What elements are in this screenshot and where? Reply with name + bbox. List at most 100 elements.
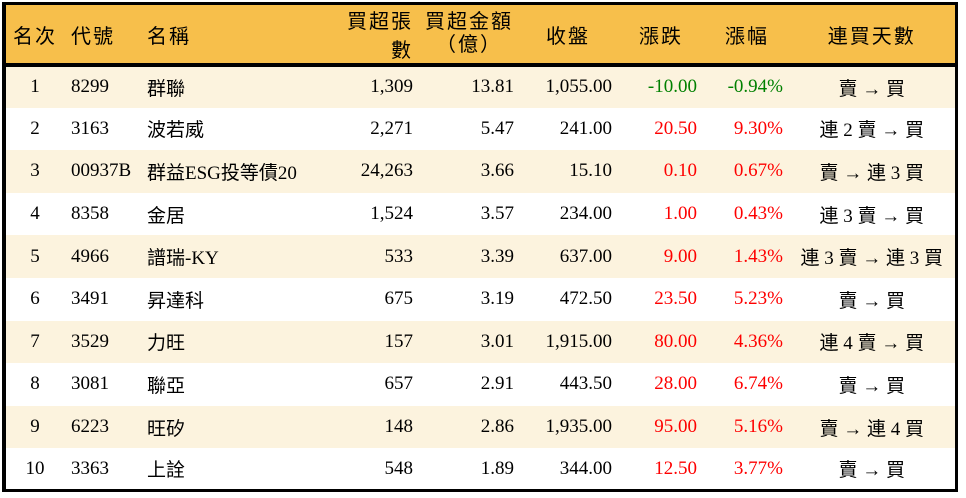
cell-price-change: 23.50 (654, 288, 697, 310)
table-row: 5 4966 譜瑞-KY 533 3.39 637.00 9.00 1.43% 連 3 賣 → … (4, 235, 956, 278)
cell-net-buy-amount: 3.19 (480, 288, 514, 310)
cell-close-price: 15.10 (569, 160, 612, 182)
cell-net-buy-volume: 24,263 (360, 160, 413, 182)
table-row: 8 3081 聯亞 657 2.91 443.50 28.00 6.74% 賣 → 買 (4, 363, 956, 406)
cell-stock-code: 4966 (71, 245, 109, 267)
cell-rank: 1 (30, 76, 40, 98)
cell-close-price: 443.50 (559, 373, 612, 395)
table-row: 7 3529 力旺 157 3.01 1,915.00 80.00 4.36% 連 4 賣 → … (4, 320, 956, 364)
cell-close-price: 1,935.00 (545, 416, 613, 438)
cell-stock-name: 群聯 (147, 78, 186, 100)
cell-change-percent: 5.16% (733, 416, 783, 438)
cell-consecutive-buy-days: 賣 → 連 4 買 (819, 418, 924, 440)
cell-stock-name: 旺矽 (147, 418, 186, 440)
cell-stock-code: 8299 (71, 76, 109, 98)
header-change-percent: 漲幅 (705, 3, 789, 65)
table-row: 10 3363 上詮 548 1.89 344.00 12.50 3.77% 賣 → 買 (4, 448, 956, 491)
cell-change-percent: 5.23% (733, 288, 783, 310)
cell-net-buy-volume: 675 (384, 288, 414, 310)
cell-stock-name: 力旺 (147, 333, 186, 355)
cell-consecutive-buy-days: 連 3 賣 → 買 (819, 205, 924, 227)
cell-net-buy-volume: 148 (384, 416, 414, 438)
cell-change-percent: -0.94% (727, 76, 783, 98)
cell-price-change: 80.00 (654, 330, 697, 352)
cell-rank: 7 (30, 330, 40, 352)
cell-rank: 5 (30, 245, 40, 267)
cell-net-buy-amount: 2.86 (480, 416, 514, 438)
header-close-price: 收盤 (519, 3, 617, 65)
cell-change-percent: 4.36% (733, 330, 783, 352)
cell-close-price: 234.00 (559, 203, 612, 225)
cell-change-percent: 0.43% (733, 203, 783, 225)
net-buy-ranking-table: 名次 代號 名稱 買超張數 買超金額 （億） 收盤 漲跌 漲幅 連買天數 1 82… (2, 2, 958, 493)
table-row: 2 3163 波若威 2,271 5.47 241.00 20.50 9.30% 連 2 賣 →… (4, 107, 956, 151)
cell-consecutive-buy-days: 連 3 賣 → 連 3 買 (800, 248, 943, 270)
cell-stock-name: 上詮 (147, 460, 186, 482)
table-row: 1 8299 群聯 1,309 13.81 1,055.00 -10.00 -0.94% 賣 →… (4, 65, 956, 108)
table-row: 3 00937B 群益ESG投等債20 24,263 3.66 15.10 0.10 0.67… (4, 150, 956, 193)
cell-rank: 3 (30, 160, 40, 182)
cell-stock-name: 金居 (147, 205, 186, 227)
cell-net-buy-amount: 3.39 (480, 245, 514, 267)
table-header: 名次 代號 名稱 買超張數 買超金額 （億） 收盤 漲跌 漲幅 連買天數 (4, 3, 956, 65)
cell-rank: 9 (30, 416, 40, 438)
table-body: 1 8299 群聯 1,309 13.81 1,055.00 -10.00 -0.94% 賣 →… (4, 65, 956, 491)
header-consecutive-buy-days: 連買天數 (789, 3, 956, 65)
header-name: 名稱 (144, 3, 329, 65)
cell-close-price: 1,055.00 (545, 76, 613, 98)
cell-close-price: 1,915.00 (545, 330, 613, 352)
cell-price-change: 95.00 (654, 416, 697, 438)
cell-rank: 4 (30, 203, 40, 225)
cell-stock-name: 譜瑞-KY (147, 248, 219, 270)
cell-stock-name: 波若威 (147, 120, 205, 142)
header-row: 名次 代號 名稱 買超張數 買超金額 （億） 收盤 漲跌 漲幅 連買天數 (4, 3, 956, 65)
cell-stock-code: 8358 (71, 203, 109, 225)
cell-change-percent: 6.74% (733, 373, 783, 395)
cell-stock-code: 6223 (71, 416, 109, 438)
table-row: 6 3491 昇達科 675 3.19 472.50 23.50 5.23% 賣 → 買 (4, 277, 956, 321)
cell-stock-code: 3491 (71, 288, 109, 310)
cell-consecutive-buy-days: 連 4 賣 → 買 (819, 333, 924, 355)
cell-close-price: 637.00 (559, 245, 612, 267)
cell-stock-code: 00937B (71, 160, 132, 182)
cell-consecutive-buy-days: 賣 → 買 (838, 460, 905, 482)
header-net-buy-volume: 買超張數 (329, 3, 419, 65)
cell-stock-code: 3529 (71, 330, 109, 352)
cell-stock-code: 3081 (71, 373, 109, 395)
cell-net-buy-amount: 5.47 (480, 117, 514, 139)
cell-price-change: 0.10 (663, 160, 697, 182)
cell-net-buy-volume: 1,309 (370, 76, 413, 98)
cell-change-percent: 1.43% (733, 245, 783, 267)
cell-net-buy-amount: 13.81 (471, 76, 514, 98)
cell-stock-name: 昇達科 (147, 290, 205, 312)
header-net-buy-amount: 買超金額 （億） (419, 3, 519, 65)
cell-price-change: 9.00 (663, 245, 697, 267)
table-row: 4 8358 金居 1,524 3.57 234.00 1.00 0.43% 連 3 賣 → 買 (4, 192, 956, 236)
cell-change-percent: 9.30% (733, 117, 783, 139)
cell-change-percent: 0.67% (733, 160, 783, 182)
cell-price-change: 1.00 (663, 203, 697, 225)
cell-rank: 8 (30, 373, 40, 395)
cell-consecutive-buy-days: 賣 → 連 3 買 (819, 162, 924, 184)
cell-close-price: 241.00 (559, 117, 612, 139)
table-row: 9 6223 旺矽 148 2.86 1,935.00 95.00 5.16% 賣 → 連 4 … (4, 405, 956, 449)
cell-rank: 2 (30, 117, 40, 139)
header-rank: 名次 (4, 3, 64, 65)
cell-net-buy-amount: 3.01 (480, 330, 514, 352)
cell-net-buy-amount: 3.66 (480, 160, 514, 182)
cell-consecutive-buy-days: 賣 → 買 (838, 78, 905, 100)
cell-net-buy-volume: 533 (384, 245, 414, 267)
cell-net-buy-amount: 3.57 (480, 203, 514, 225)
cell-price-change: -10.00 (647, 76, 697, 98)
cell-stock-code: 3163 (71, 117, 109, 139)
cell-close-price: 472.50 (559, 288, 612, 310)
cell-net-buy-volume: 157 (384, 330, 414, 352)
cell-net-buy-amount: 1.89 (480, 457, 514, 479)
cell-net-buy-amount: 2.91 (480, 373, 514, 395)
cell-stock-name: 聯亞 (147, 375, 186, 397)
cell-change-percent: 3.77% (733, 457, 783, 479)
cell-net-buy-volume: 548 (384, 457, 414, 479)
header-code: 代號 (64, 3, 144, 65)
header-price-change: 漲跌 (617, 3, 705, 65)
cell-rank: 10 (25, 457, 45, 479)
